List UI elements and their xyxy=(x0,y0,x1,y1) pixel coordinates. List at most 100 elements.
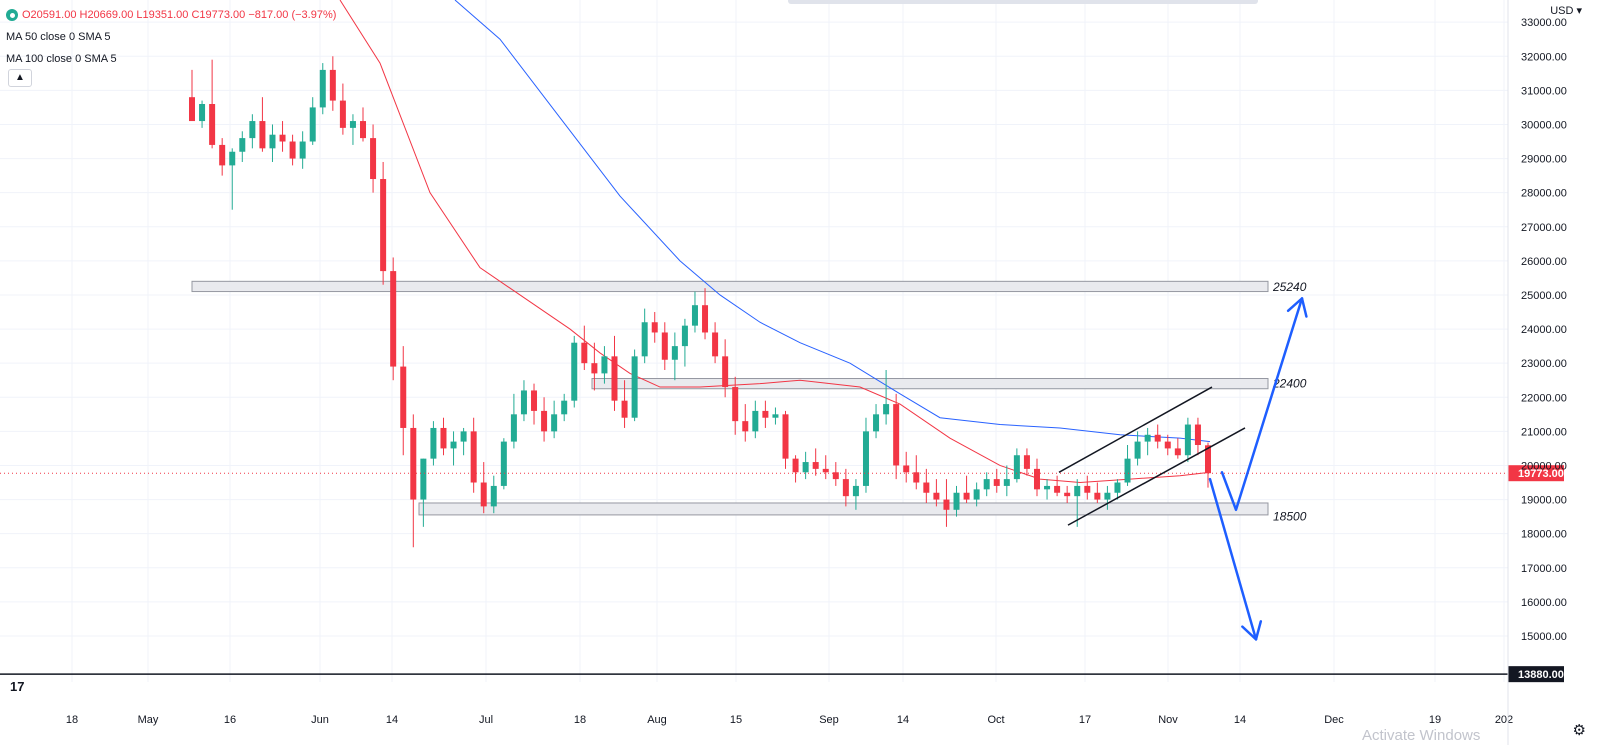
candle-body xyxy=(500,441,507,486)
candle-body xyxy=(802,462,809,473)
candle-body xyxy=(1154,434,1161,442)
price-zones: 25240 22400 18500 xyxy=(191,280,1307,524)
arrow-up-shaft xyxy=(1220,297,1304,512)
candle-body xyxy=(953,492,960,510)
windows-watermark: Activate Windows xyxy=(1362,727,1481,744)
candle-body xyxy=(993,479,1000,486)
candle-body xyxy=(370,138,377,180)
candle-body xyxy=(712,332,719,357)
candle-body xyxy=(189,97,195,122)
arrow-down-shaft xyxy=(1208,477,1258,641)
ohlc-low: L19351.00 xyxy=(136,9,189,21)
ma50-line xyxy=(339,0,1211,484)
y-tick-label: 15000.00 xyxy=(1521,631,1567,643)
y-tick-label: 29000.00 xyxy=(1521,154,1567,166)
axes: 15000.00 16000.00 17000.00 18000.00 19000.00… xyxy=(66,0,1567,745)
candle-body xyxy=(1044,485,1051,490)
x-tick-label: 18 xyxy=(574,714,586,726)
candle-body xyxy=(520,390,527,415)
candle-body xyxy=(1023,455,1030,469)
candle-body xyxy=(1144,434,1151,442)
candle-body xyxy=(732,387,739,422)
y-tick-label: 32000.00 xyxy=(1521,51,1567,63)
y-tick-label: 16000.00 xyxy=(1521,597,1567,609)
candle-body xyxy=(1194,424,1201,446)
candle-body xyxy=(1013,455,1020,480)
candle-body xyxy=(510,414,517,442)
candle-body xyxy=(561,400,568,415)
candle-body xyxy=(601,356,608,374)
candle-body xyxy=(551,414,558,432)
candle-body xyxy=(873,414,880,432)
ma50-legend[interactable]: MA 50 close 0 SMA 5 xyxy=(6,31,111,43)
candle-body xyxy=(842,479,849,497)
channel-line-lower xyxy=(1067,427,1246,526)
ma100-line xyxy=(454,0,1211,443)
x-tick-label: 17 xyxy=(1079,714,1091,726)
x-tick-label: Nov xyxy=(1158,714,1178,726)
currency-selector[interactable]: USD ▾ xyxy=(1550,5,1582,17)
candle-body xyxy=(691,305,698,326)
candle-body xyxy=(450,441,457,449)
candle-body xyxy=(651,322,658,333)
y-tick-label: 26000.00 xyxy=(1521,256,1567,268)
y-tick-label: 21000.00 xyxy=(1521,426,1567,438)
candle-body xyxy=(289,141,296,159)
last-price-label: 19773.00 xyxy=(1518,468,1564,480)
last-price-badge xyxy=(1508,465,1564,482)
y-tick-label: 17000.00 xyxy=(1521,563,1567,575)
candle-body xyxy=(722,356,729,388)
price-zone xyxy=(418,502,1269,516)
candle-body xyxy=(883,404,890,415)
x-tick-label: 19 xyxy=(1429,714,1441,726)
gear-icon[interactable]: ⚙ xyxy=(1572,722,1586,739)
candle-body xyxy=(1094,492,1101,500)
candle-body xyxy=(782,414,789,459)
candle-body xyxy=(1033,468,1040,490)
candle-body xyxy=(360,121,367,139)
y-tick-label: 30000.00 xyxy=(1521,119,1567,131)
drawings: 19773.00 13880.00 xyxy=(0,297,1564,683)
candle-body xyxy=(742,421,749,432)
candle-body xyxy=(792,458,799,473)
y-tick-label: 18000.00 xyxy=(1521,529,1567,541)
candle-body xyxy=(1104,492,1111,500)
ma100-legend[interactable]: MA 100 close 0 SMA 5 xyxy=(6,53,117,65)
grid-lines xyxy=(0,0,1508,682)
status-dot-icon xyxy=(6,9,18,21)
chevron-up-icon[interactable]: ▲ xyxy=(8,69,32,87)
candle-body xyxy=(339,100,346,128)
y-tick-label: 23000.00 xyxy=(1521,358,1567,370)
candle-body xyxy=(309,107,316,142)
tradingview-logo-icon[interactable]: 17 xyxy=(10,679,25,694)
candle-body xyxy=(1174,448,1181,456)
candle-body xyxy=(249,121,256,139)
ohlc-close: C19773.00 xyxy=(191,9,246,21)
candle-body xyxy=(470,431,477,483)
zone-label: 22400 xyxy=(1272,377,1307,391)
candle-body xyxy=(621,400,628,418)
candle-body xyxy=(1114,482,1121,493)
candle-body xyxy=(772,414,779,418)
y-tick-label: 20000.00 xyxy=(1521,460,1567,472)
candle-body xyxy=(239,138,246,152)
x-tick-label: Oct xyxy=(987,714,1004,726)
candle-body xyxy=(641,322,648,357)
zone-label: 18500 xyxy=(1273,510,1307,524)
candle-body xyxy=(460,431,467,442)
x-tick-label: 14 xyxy=(897,714,909,726)
candle-body xyxy=(319,69,326,108)
x-tick-label: 14 xyxy=(1234,714,1246,726)
x-tick-label: Jun xyxy=(311,714,329,726)
candle-body xyxy=(279,134,286,142)
candle-body xyxy=(1084,485,1091,493)
candle-body xyxy=(490,485,497,507)
candle-body xyxy=(671,346,678,360)
candle-body xyxy=(702,305,709,333)
ohlc-high: H20669.00 xyxy=(79,9,134,21)
y-tick-label: 25000.00 xyxy=(1521,290,1567,302)
candle-body xyxy=(1074,485,1081,497)
candle-body xyxy=(1134,441,1141,459)
level-label: 13880.00 xyxy=(1518,669,1564,681)
